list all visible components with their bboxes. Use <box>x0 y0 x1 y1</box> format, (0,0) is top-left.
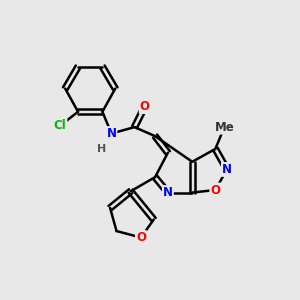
Text: O: O <box>210 184 220 196</box>
Text: N: N <box>106 127 116 140</box>
Text: O: O <box>136 231 146 244</box>
Text: Me: Me <box>214 121 234 134</box>
Text: H: H <box>96 142 106 155</box>
Text: Cl: Cl <box>54 119 66 132</box>
Text: N: N <box>163 186 173 199</box>
Text: H: H <box>97 144 106 154</box>
Text: O: O <box>140 100 150 113</box>
Text: N: N <box>222 163 232 176</box>
